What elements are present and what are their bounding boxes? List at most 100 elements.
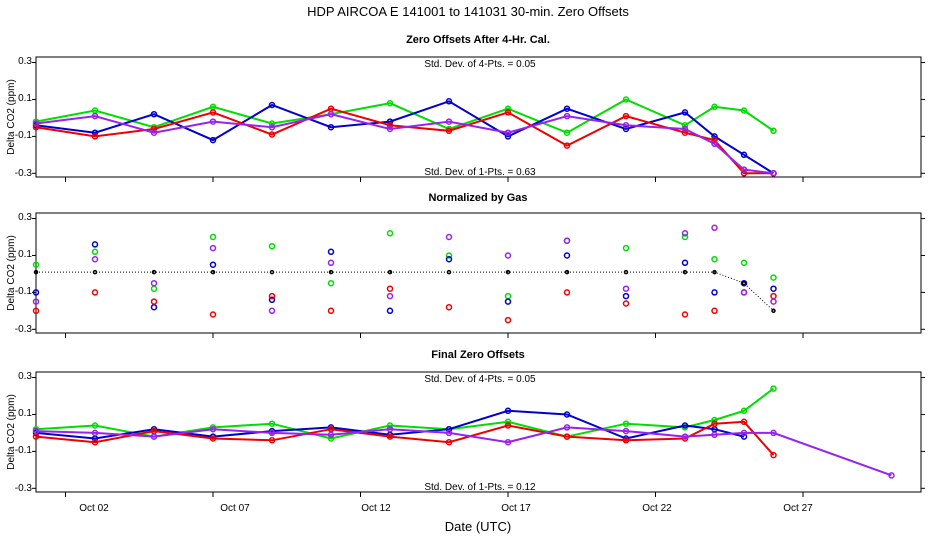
- ytick-label: 0.1: [18, 249, 32, 260]
- ytick-label: -0.3: [15, 483, 33, 494]
- data-point: [91, 438, 99, 446]
- data-point: [151, 269, 157, 275]
- data-point: [445, 252, 453, 259]
- xtick-label: Oct 27: [783, 503, 813, 514]
- data-point: [681, 311, 689, 318]
- data-point: [91, 241, 99, 248]
- series-line: [35, 113, 774, 175]
- series-line: [35, 107, 774, 175]
- data-point: [268, 420, 276, 427]
- data-point: [327, 123, 335, 131]
- data-point: [681, 259, 689, 267]
- data-point: [32, 261, 40, 268]
- data-point: [445, 127, 453, 135]
- stddev-1pt-annotation: Std. Dev. of 1-Pts. = 0.63: [424, 167, 536, 178]
- data-point: [888, 472, 895, 479]
- data-point: [327, 435, 335, 442]
- data-point: [504, 422, 512, 429]
- data-point: [327, 248, 335, 256]
- data-point: [740, 279, 748, 287]
- data-point: [268, 429, 276, 437]
- data-point: [209, 109, 217, 116]
- data-point: [150, 110, 158, 118]
- data-point: [32, 123, 40, 131]
- data-point: [504, 298, 512, 305]
- data-point: [563, 433, 571, 440]
- data-point: [150, 433, 158, 440]
- data-point: [33, 269, 39, 275]
- data-point: [150, 279, 158, 287]
- data-point: [327, 110, 335, 118]
- data-point: [386, 99, 394, 107]
- x-axis-label: Date (UTC): [445, 519, 511, 534]
- ytick-label: 0.3: [18, 371, 32, 382]
- xtick-label: Oct 02: [79, 503, 109, 514]
- data-point: [386, 422, 394, 429]
- data-point: [209, 261, 217, 268]
- data-point: [504, 133, 512, 140]
- data-point: [623, 269, 629, 275]
- data-point: [386, 230, 394, 237]
- data-point: [445, 438, 453, 446]
- data-point: [681, 125, 689, 133]
- ytick-label: 0.1: [18, 408, 32, 419]
- data-point: [91, 422, 99, 429]
- data-point: [622, 125, 630, 133]
- data-point: [386, 118, 394, 125]
- data-point: [91, 255, 99, 263]
- plot-frame: [35, 212, 922, 334]
- data-point: [681, 433, 689, 440]
- data-point: [91, 129, 99, 136]
- data-point: [622, 292, 630, 300]
- data-point: [328, 269, 334, 275]
- data-point: [741, 280, 747, 286]
- data-point: [622, 300, 630, 307]
- data-point: [681, 233, 689, 241]
- x-axis: Oct 02 Oct 07 Oct 12 Oct 17 Oct 22 Oct 2…: [79, 503, 813, 534]
- data-point: [711, 420, 718, 427]
- data-point: [386, 425, 394, 433]
- ytick-label: -0.3: [15, 324, 33, 335]
- data-point: [740, 433, 748, 440]
- data-point: [711, 133, 718, 140]
- data-point: [150, 125, 158, 133]
- data-point: [268, 437, 276, 444]
- data-point: [387, 269, 393, 275]
- data-point: [711, 224, 718, 232]
- data-point: [504, 316, 512, 324]
- data-point: [445, 425, 453, 433]
- data-point: [770, 170, 777, 177]
- data-point: [268, 123, 276, 131]
- panel-title: Zero Offsets After 4-Hr. Cal.: [406, 34, 550, 46]
- data-point: [740, 418, 748, 426]
- data-point: [740, 151, 748, 159]
- data-point: [711, 140, 718, 148]
- data-point: [711, 103, 718, 111]
- series-line: [35, 426, 892, 477]
- data-point: [622, 427, 630, 435]
- data-point: [209, 244, 217, 252]
- panel-final-offsets: Final Zero Offsets Delta CO2 (ppm) 0.3 0…: [6, 349, 925, 497]
- panel-normalized-by-gas: Normalized by Gas Delta CO2 (ppm) 0.3 0.…: [6, 192, 925, 338]
- data-point: [386, 122, 394, 129]
- data-point: [740, 170, 748, 177]
- data-point: [681, 230, 689, 237]
- data-point: [711, 416, 718, 424]
- data-point: [770, 451, 777, 459]
- data-point: [504, 252, 512, 259]
- data-point: [32, 289, 40, 296]
- data-point: [32, 120, 40, 127]
- data-point: [563, 105, 571, 112]
- data-point: [386, 292, 394, 300]
- data-point: [445, 303, 453, 311]
- data-point: [682, 269, 688, 275]
- data-point: [209, 425, 217, 433]
- data-point: [268, 292, 276, 300]
- data-point: [622, 420, 630, 427]
- data-point: [327, 307, 335, 315]
- data-point: [209, 311, 217, 318]
- data-point: [770, 298, 777, 305]
- data-point: [268, 242, 276, 250]
- series-line: [36, 271, 774, 312]
- data-point: [445, 233, 453, 241]
